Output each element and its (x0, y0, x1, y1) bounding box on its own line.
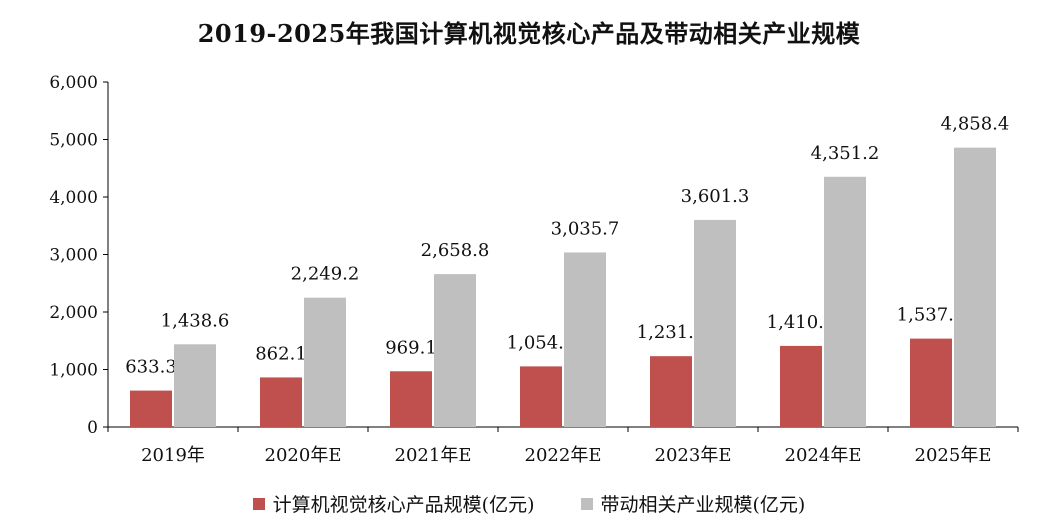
data-label-core: 633.3 (125, 357, 177, 378)
bar-related (564, 252, 606, 427)
legend-item-core: 计算机视觉核心产品规模(亿元) (252, 490, 535, 517)
x-tick-label: 2022年E (525, 445, 602, 466)
bar-core (910, 338, 952, 427)
data-label-related: 4,858.4 (941, 114, 1010, 135)
bar-core (260, 377, 302, 427)
bar-core (520, 366, 562, 427)
y-tick-label: 4,000 (49, 188, 98, 208)
y-tick-label: 6,000 (49, 73, 98, 93)
data-label-core: 1,054.1 (507, 332, 576, 353)
bar-related (824, 176, 866, 427)
legend-swatch-core (252, 497, 265, 510)
data-label-core: 1,537.1 (897, 305, 966, 326)
legend-label-core: 计算机视觉核心产品规模(亿元) (272, 494, 535, 516)
y-tick-label: 0 (87, 418, 98, 438)
data-label-core: 969.1 (385, 337, 437, 358)
x-tick-label: 2020年E (265, 445, 342, 466)
legend-item-related: 带动相关产业规模(亿元) (580, 490, 806, 517)
y-tick-label: 3,000 (49, 246, 98, 266)
x-tick-label: 2025年E (915, 445, 992, 466)
bar-related (694, 219, 736, 427)
y-tick-label: 2,000 (49, 303, 98, 323)
bar-related (174, 344, 216, 427)
chart-legend: 计算机视觉核心产品规模(亿元) 带动相关产业规模(亿元) (0, 490, 1058, 517)
x-tick-label: 2021年E (395, 445, 472, 466)
data-label-related: 2,249.2 (291, 264, 360, 285)
bar-core (390, 371, 432, 427)
x-tick-label: 2023年E (655, 445, 732, 466)
y-tick-label: 1,000 (49, 361, 98, 381)
data-label-related: 4,351.2 (811, 143, 880, 164)
bar-core (650, 356, 692, 427)
bar-core (780, 345, 822, 427)
legend-swatch-related (580, 497, 593, 510)
data-label-related: 3,035.7 (551, 218, 620, 239)
data-label-core: 862.1 (255, 343, 307, 364)
data-label-related: 3,601.3 (681, 186, 750, 207)
bar-core (130, 390, 172, 427)
x-tick-label: 2024年E (785, 445, 862, 466)
bar-related (954, 147, 996, 427)
bar-related (434, 274, 476, 427)
x-tick-label: 2019年 (141, 445, 205, 466)
data-label-core: 1,231.8 (637, 322, 706, 343)
data-label-related: 1,438.6 (161, 310, 230, 331)
y-tick-label: 5,000 (49, 131, 98, 151)
data-label-related: 2,658.8 (421, 240, 490, 261)
chart-title: 2019-2025年我国计算机视觉核心产品及带动相关产业规模 (197, 19, 861, 48)
legend-label-related: 带动相关产业规模(亿元) (600, 494, 806, 516)
data-label-core: 1,410.2 (767, 312, 836, 333)
bar-related (304, 297, 346, 427)
